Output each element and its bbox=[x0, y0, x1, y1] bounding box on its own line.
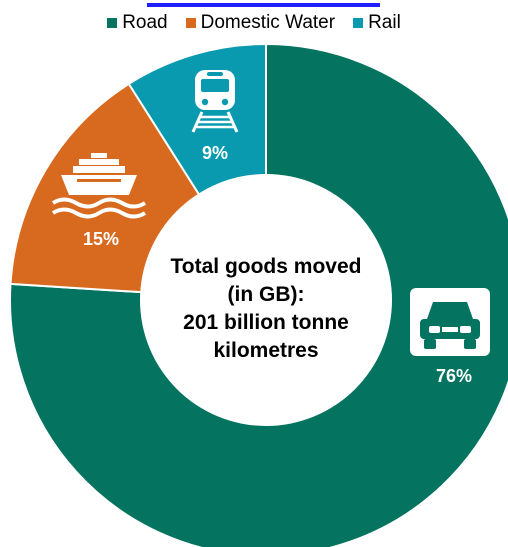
center-line-3: 201 billion tonne bbox=[183, 311, 349, 334]
slice-road bbox=[9, 42, 508, 547]
center-line-2: (in GB): bbox=[228, 283, 305, 306]
legend-swatch-domestic-water bbox=[185, 18, 196, 28]
data-label-domestic-water: 15% bbox=[83, 229, 119, 249]
legend-label-domestic-water: Domestic Water bbox=[200, 12, 336, 33]
legend-label-rail: Rail bbox=[368, 12, 401, 33]
data-label-road: 76% bbox=[436, 366, 472, 386]
center-line-4: kilometres bbox=[213, 339, 318, 362]
chart-legend: Road Domestic Water Rail bbox=[0, 12, 508, 34]
legend-item-domestic-water: Domestic Water bbox=[185, 12, 336, 34]
train-icon bbox=[191, 70, 239, 133]
truck-icon bbox=[410, 288, 490, 356]
center-line-1: Total goods moved bbox=[171, 255, 362, 278]
link-underline bbox=[147, 3, 380, 7]
legend-item-rail: Rail bbox=[353, 12, 401, 34]
legend-swatch-rail bbox=[353, 18, 364, 28]
donut-hole bbox=[140, 174, 392, 426]
legend-label-road: Road bbox=[122, 12, 168, 33]
legend-item-road: Road bbox=[107, 12, 168, 34]
cropped-title-fragment bbox=[0, 0, 508, 8]
ship-icon bbox=[51, 153, 147, 219]
legend-swatch-road bbox=[107, 18, 118, 28]
data-label-rail: 9% bbox=[202, 143, 228, 163]
